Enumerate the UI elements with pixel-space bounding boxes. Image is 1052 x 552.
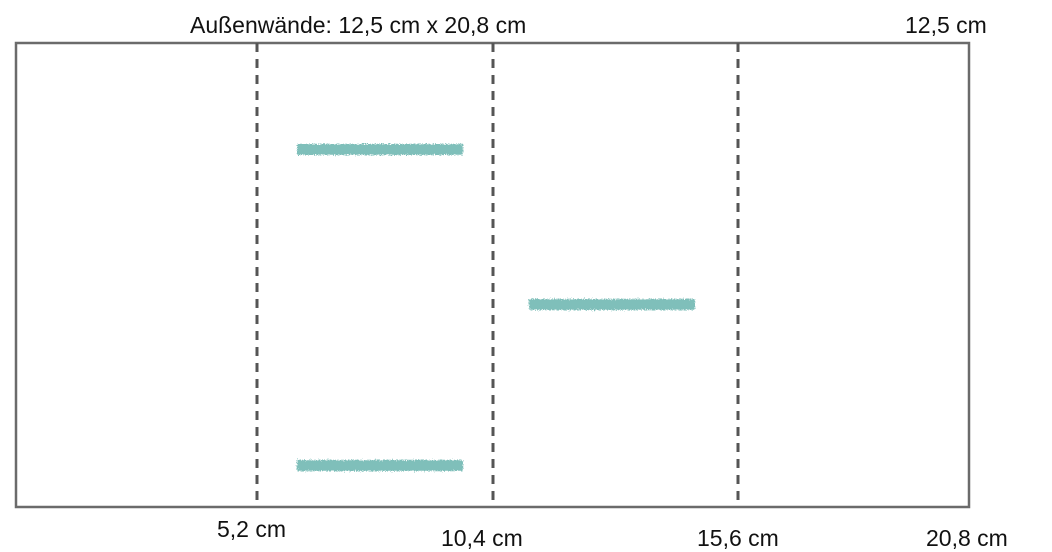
height-label: 12,5 cm xyxy=(905,12,987,38)
x-label-1: 5,2 cm xyxy=(217,516,286,542)
mark-upper-left xyxy=(297,144,463,155)
x-label-3: 15,6 cm xyxy=(697,525,779,551)
mark-middle-right xyxy=(529,299,695,310)
x-label-4: 20,8 cm xyxy=(926,525,1008,551)
diagram-title: Außenwände: 12,5 cm x 20,8 cm xyxy=(190,12,526,38)
mark-lower-left xyxy=(297,460,463,471)
x-label-2: 10,4 cm xyxy=(441,525,523,551)
